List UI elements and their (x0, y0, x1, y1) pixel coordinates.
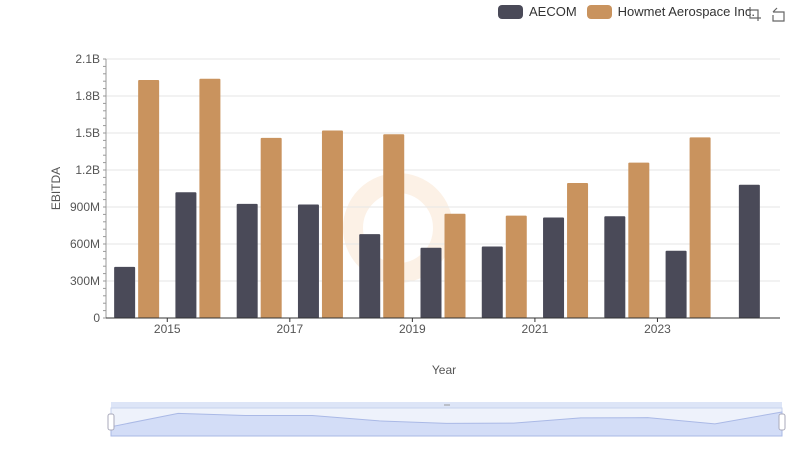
bar-aecom-2021 (543, 217, 565, 318)
legend: AECOM Howmet Aerospace Inc. (498, 4, 755, 19)
y-tick-label: 900M (70, 200, 100, 214)
bar-howmet-2014 (138, 79, 160, 318)
restore-icon[interactable] (770, 6, 786, 22)
bar-aecom-2023 (665, 250, 687, 318)
bar-aecom-2022 (604, 216, 626, 318)
zoom-handle-right (778, 413, 786, 431)
bar-aecom-2014 (114, 266, 136, 318)
x-tick-label: 2023 (644, 322, 671, 336)
x-tick-label: 2015 (154, 322, 181, 336)
y-tick-label: 0 (93, 311, 100, 325)
bar-howmet-2022 (628, 162, 650, 318)
bar-howmet-2017 (321, 130, 343, 318)
zoom-icon[interactable] (746, 6, 762, 22)
bar-howmet-2023 (689, 137, 711, 318)
y-tick-label: 1.2B (75, 163, 100, 177)
bar-aecom-2020 (481, 246, 503, 318)
bar-aecom-2018 (359, 234, 381, 318)
zoom-overview-area (110, 411, 783, 437)
bar-howmet-2021 (567, 182, 589, 318)
bar-aecom-2019 (420, 247, 442, 318)
y-tick-label: 2.1B (75, 52, 100, 66)
bar-aecom-2016 (236, 203, 258, 318)
legend-swatch-aecom (498, 4, 523, 19)
x-tick-label: 2021 (522, 322, 549, 336)
y-tick-label: 600M (70, 237, 100, 251)
bar-aecom-2015 (175, 192, 197, 318)
legend-swatch-howmet (586, 4, 612, 19)
bar-howmet-2015 (199, 78, 221, 318)
legend-label-howmet: Howmet Aerospace Inc. (617, 4, 755, 19)
zoom-handle-left (107, 413, 115, 431)
legend-item-howmet[interactable]: Howmet Aerospace Inc. (586, 4, 755, 19)
data-zoom-slider[interactable] (107, 402, 786, 437)
bars (114, 78, 760, 318)
y-tick-label: 300M (70, 274, 100, 288)
y-tick-label: 1.8B (75, 89, 100, 103)
y-tick-label: 1.5B (75, 126, 100, 140)
y-axis: 0 300M 600M 900M 1.2B 1.5B 1.8B 2.1B (70, 52, 107, 325)
bar-howmet-2016 (260, 137, 282, 318)
x-tick-label: 2017 (276, 322, 303, 336)
x-tick-label: 2019 (399, 322, 426, 336)
bar-aecom-2017 (297, 204, 319, 318)
x-axis-title: Year (432, 363, 456, 377)
x-axis: 2015 2017 2019 2021 2023 (106, 317, 780, 336)
bar-howmet-2019 (444, 213, 466, 318)
toolbox (746, 6, 786, 22)
legend-item-aecom[interactable]: AECOM (498, 4, 577, 19)
legend-label-aecom: AECOM (529, 4, 577, 19)
bar-howmet-2018 (383, 134, 405, 318)
bar-howmet-2020 (505, 215, 527, 318)
y-axis-title: EBITDA (49, 167, 63, 210)
bar-aecom-2024 (738, 184, 760, 318)
